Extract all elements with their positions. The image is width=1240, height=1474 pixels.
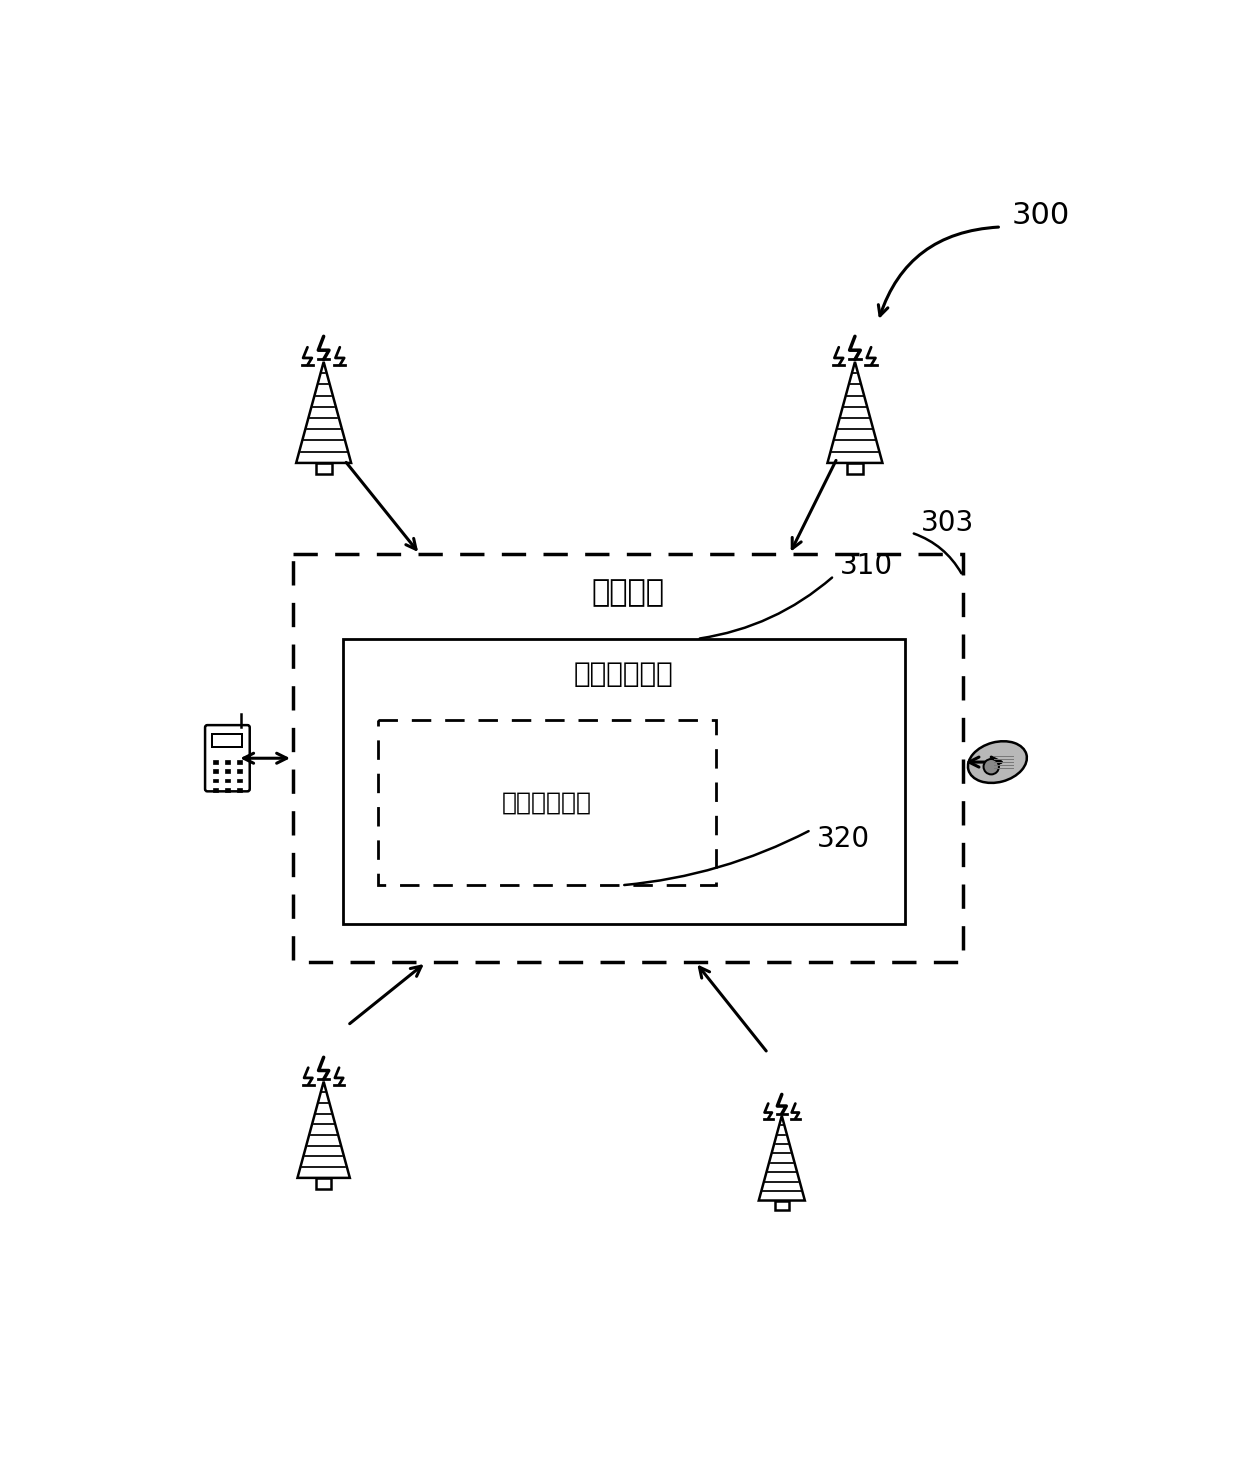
Bar xyxy=(775,1200,789,1210)
Ellipse shape xyxy=(968,741,1027,783)
Text: 小区指定组件: 小区指定组件 xyxy=(574,659,673,687)
Bar xyxy=(213,778,218,783)
Text: 阈值验证组件: 阈值验证组件 xyxy=(502,790,591,815)
Bar xyxy=(213,761,218,764)
Bar xyxy=(315,463,332,475)
Bar xyxy=(213,769,218,774)
Bar xyxy=(237,761,242,764)
Bar xyxy=(237,789,242,792)
Bar xyxy=(224,761,231,764)
Bar xyxy=(847,463,863,475)
Text: 无线基站: 无线基站 xyxy=(591,578,665,607)
Text: 310: 310 xyxy=(839,551,893,579)
Bar xyxy=(224,778,231,783)
Text: 320: 320 xyxy=(816,825,869,853)
Bar xyxy=(237,778,242,783)
Text: 300: 300 xyxy=(1012,200,1070,230)
Bar xyxy=(213,789,218,792)
Text: 303: 303 xyxy=(920,510,973,538)
Bar xyxy=(224,769,231,774)
Circle shape xyxy=(983,759,999,774)
Bar xyxy=(237,769,242,774)
Bar xyxy=(224,789,231,792)
Bar xyxy=(316,1178,331,1188)
Bar xyxy=(212,734,242,747)
